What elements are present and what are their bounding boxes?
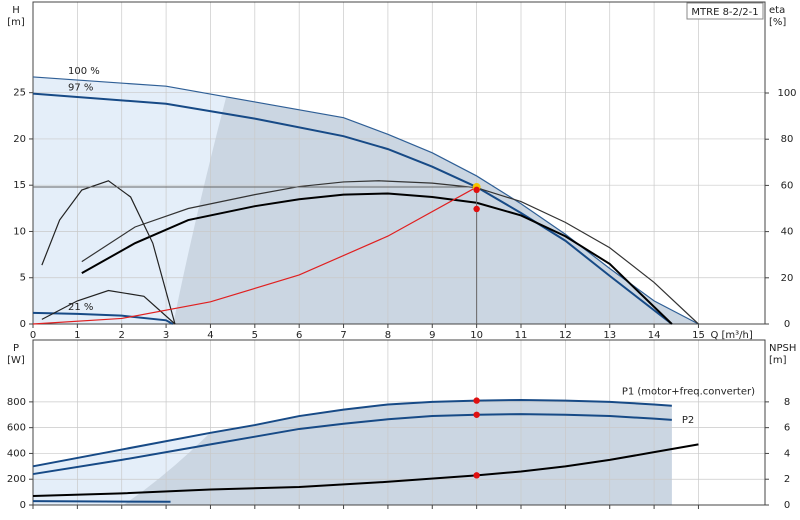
series-label: P2 xyxy=(682,415,694,426)
x-tick-label: 9 xyxy=(429,330,435,341)
y-tick-label: 0 xyxy=(20,319,26,330)
x-tick-label: 0 xyxy=(30,330,36,341)
y-tick-label: 200 xyxy=(7,474,26,485)
y-axis-unit: [W] xyxy=(7,355,25,366)
y2-axis-label: NPSH xyxy=(769,343,796,354)
y2-tick-label: 100 xyxy=(777,88,796,99)
y-tick-label: 600 xyxy=(7,423,26,434)
y2-tick-label: 4 xyxy=(784,448,790,459)
y-tick-label: 10 xyxy=(13,226,26,237)
y-tick-label: 800 xyxy=(7,397,26,408)
y2-tick-label: 2 xyxy=(784,474,790,485)
x-tick-label: 14 xyxy=(648,330,661,341)
x-tick-label: 2 xyxy=(119,330,125,341)
y2-tick-label: 20 xyxy=(781,273,794,284)
series-label: 97 % xyxy=(68,83,93,94)
y-tick-label: 400 xyxy=(7,448,26,459)
x-tick-label: 7 xyxy=(340,330,346,341)
y2-tick-label: 80 xyxy=(781,134,794,145)
series-line xyxy=(32,76,699,325)
plot: 0 1 2 3 4 5 6 7 8 9 10 11 12 13 14 15051015202502040608… xyxy=(7,1,797,341)
area-shade xyxy=(100,399,672,505)
y2-tick-label: 60 xyxy=(781,180,794,191)
series-label: P1 (motor+freq.converter) xyxy=(622,387,755,398)
x-axis-label: Q [m³/h] xyxy=(710,330,752,341)
operating-point xyxy=(473,472,480,479)
x-tick-label: 11 xyxy=(515,330,528,341)
y-axis-label: H xyxy=(12,5,20,16)
y2-axis-unit: [m] xyxy=(769,355,787,366)
model-box xyxy=(686,2,764,20)
series-line xyxy=(32,500,171,503)
model-label: MTRE 8-2/2-1 xyxy=(691,7,758,18)
x-tick-label: 6 xyxy=(296,330,302,341)
operating-point xyxy=(473,397,480,404)
x-tick-label: 3 xyxy=(163,330,169,341)
y-tick-label: 15 xyxy=(13,180,26,191)
series-label: 21 % xyxy=(68,302,93,313)
y2-tick-label: 0 xyxy=(784,319,790,330)
series-line xyxy=(32,311,174,325)
y-tick-label: 5 xyxy=(20,273,26,284)
series-line xyxy=(41,180,176,325)
series-label: 100 % xyxy=(68,66,100,77)
series-line xyxy=(32,413,672,476)
y2-axis-label: eta xyxy=(769,5,785,16)
operating-point xyxy=(473,186,480,194)
y-tick-label: 25 xyxy=(13,88,26,99)
plot-frame xyxy=(32,1,766,325)
x-tick-label: 4 xyxy=(207,330,213,341)
x-tick-label: 12 xyxy=(559,330,572,341)
y2-tick-label: 0 xyxy=(784,500,790,511)
y2-tick-label: 8 xyxy=(784,397,790,408)
y-tick-label: 20 xyxy=(13,134,26,145)
series-line xyxy=(41,289,176,325)
y-axis-unit: [m] xyxy=(7,17,25,28)
x-tick-label: 1 xyxy=(74,330,80,341)
series-line xyxy=(81,180,699,325)
y-tick-label: 0 xyxy=(20,500,26,511)
x-tick-label: 15 xyxy=(692,330,705,341)
series-line xyxy=(32,186,477,325)
series-line xyxy=(32,398,672,468)
y2-tick-label: 6 xyxy=(784,423,790,434)
series-line xyxy=(81,192,673,325)
plot-frame xyxy=(32,339,766,506)
y2-axis-unit: [%] xyxy=(769,17,786,28)
plot: 0 200 400 600 800 0 2 4 6 8 P[W] NPSH[m] P1 (motor+f… xyxy=(7,339,796,511)
y-axis-label: P xyxy=(13,343,19,354)
x-tick-label: 8 xyxy=(385,330,391,341)
operating-point xyxy=(473,205,480,213)
x-tick-label: 10 xyxy=(470,330,483,341)
series-line xyxy=(32,92,673,325)
operating-point xyxy=(473,411,480,418)
x-tick-label: 5 xyxy=(252,330,258,341)
x-tick-label: 13 xyxy=(603,330,616,341)
y2-tick-label: 40 xyxy=(781,227,794,238)
